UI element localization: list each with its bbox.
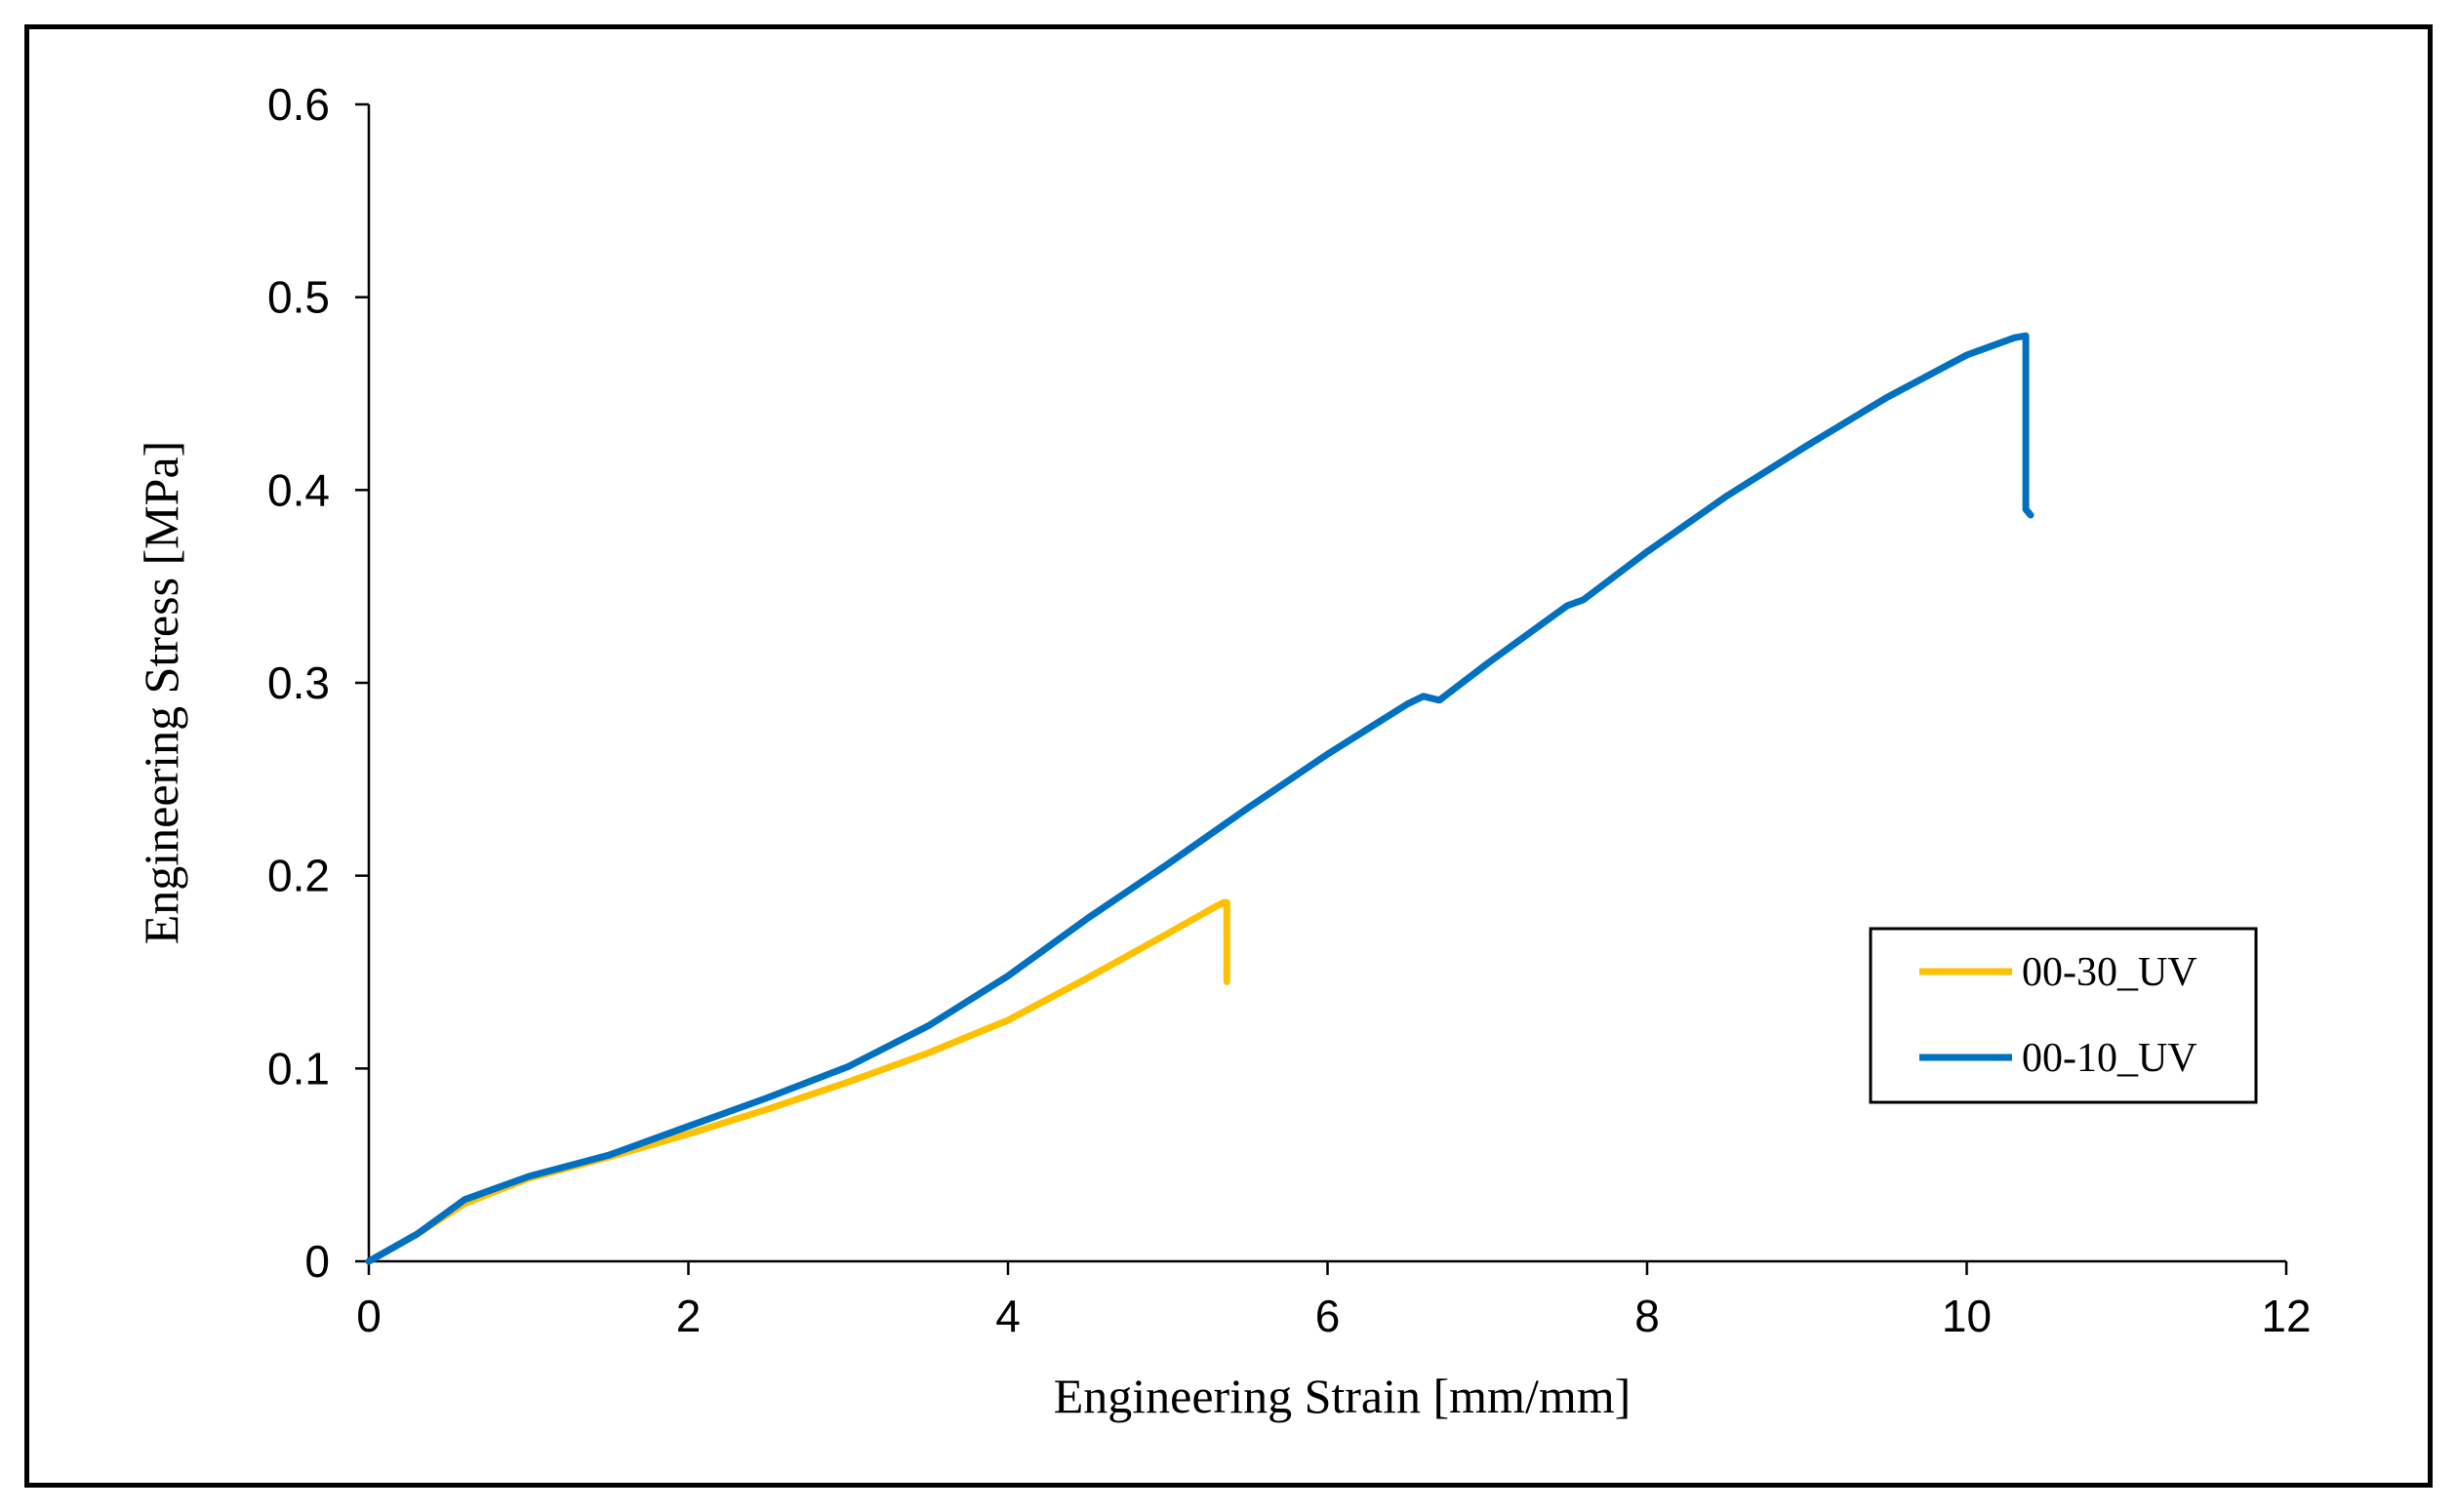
x-tick-label: 10 [1942,1291,1992,1341]
x-tick-label: 12 [2261,1291,2311,1341]
x-tick-label: 6 [1315,1291,1341,1341]
y-axis-title: Engineering Stress [MPa] [134,441,188,945]
x-tick-label: 2 [676,1291,702,1341]
series-line-00-30_UV [365,898,1230,1265]
y-tick-label: 0.6 [267,79,330,130]
y-tick-label: 0.1 [267,1043,330,1094]
series-lines [365,332,2034,1265]
legend-label-00-30_UV: 00-30_UV [2022,950,2197,995]
x-tick-label: 0 [356,1291,382,1341]
legend: 00-30_UV 00-10_UV [1869,927,2258,1104]
series-line-00-10_UV [365,332,2034,1265]
stress-strain-chart: 0 0.1 0.2 0.3 0.4 0.5 0.6 0 2 4 6 8 10 12 Engineering… [134,79,2312,1423]
legend-label-00-10_UV: 00-10_UV [2022,1036,2197,1081]
axes: 0 0.1 0.2 0.3 0.4 0.5 0.6 0 2 4 6 8 10 12 [267,79,2312,1341]
y-tick-label: 0 [304,1236,330,1287]
x-tick-label: 4 [995,1291,1021,1341]
x-tick-label: 8 [1634,1291,1660,1341]
chart-frame: 0 0.1 0.2 0.3 0.4 0.5 0.6 0 2 4 6 8 10 12 Engineering… [24,24,2433,1488]
y-tick-label: 0.3 [267,657,330,708]
legend-box [1869,927,2258,1104]
y-tick-label: 0.4 [267,464,330,515]
y-tick-label: 0.5 [267,272,330,323]
y-tick-label: 0.2 [267,851,330,901]
x-axis-title: Engineering Strain [mm/mm] [1054,1369,1631,1423]
